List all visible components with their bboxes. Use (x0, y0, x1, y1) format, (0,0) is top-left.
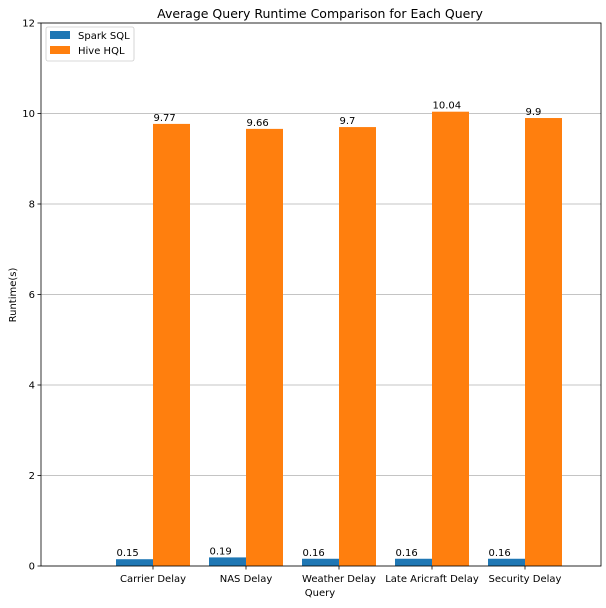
x-tick-label: Weather Delay (302, 574, 376, 585)
x-axis-ticks: Carrier Delay NAS Delay Weather Delay Late … (120, 566, 562, 585)
bar-value-label: 9.66 (247, 118, 269, 129)
x-tick-label: Security Delay (489, 574, 562, 585)
legend-swatch (50, 31, 70, 39)
y-tick-label: 0 (29, 562, 35, 573)
bar-hive-hql (339, 127, 376, 566)
bar-value-label: 0.16 (396, 548, 418, 559)
y-tick-label: 4 (29, 381, 35, 392)
bar-spark-sql (488, 558, 525, 566)
legend-items: Spark SQL Hive HQL (50, 31, 130, 57)
y-tick-label: 2 (29, 471, 35, 482)
bar-value-label: 0.19 (210, 546, 232, 557)
chart-title: Average Query Runtime Comparison for Eac… (157, 6, 483, 21)
y-axis-label: Runtime(s) (8, 268, 19, 323)
legend: Spark SQL Hive HQL (45, 26, 135, 62)
bar-value-label: 10.04 (433, 101, 462, 112)
bar-hive-hql (525, 118, 562, 567)
bar-value-label: 9.9 (526, 107, 542, 118)
bar-hive-hql (432, 111, 469, 566)
bar-spark-sql (302, 558, 339, 566)
y-tick-label: 6 (29, 290, 35, 301)
y-tick-label: 12 (22, 19, 35, 30)
bar-spark-sql (209, 557, 246, 566)
y-axis-ticks: 0 2 4 6 8 10 12 (22, 19, 41, 573)
bar-spark-sql (395, 558, 432, 566)
bar-spark-sql (116, 559, 153, 566)
x-tick-label: NAS Delay (220, 574, 273, 585)
bar-hive-hql (153, 123, 190, 566)
legend-label: Spark SQL (78, 31, 130, 42)
x-tick-label: Carrier Delay (120, 574, 186, 585)
x-tick-label: Late Aricraft Delay (385, 574, 479, 585)
y-tick-label: 10 (22, 109, 35, 120)
bar-value-label: 0.15 (117, 548, 139, 559)
bar-value-label: 0.16 (489, 548, 511, 559)
bar-value-label: 9.77 (154, 113, 176, 124)
bar-hive-hql (246, 128, 283, 566)
legend-label: Hive HQL (78, 46, 125, 57)
data-labels: 0.15 0.19 0.16 0.16 0.16 9.77 9.66 9.7 10.04 9.9 (117, 101, 542, 560)
legend-swatch (50, 46, 70, 54)
bar-value-label: 9.7 (340, 116, 356, 127)
gridlines (41, 22, 601, 567)
bars (116, 111, 562, 567)
bar-value-label: 0.16 (303, 548, 325, 559)
x-axis-label: Query (305, 588, 335, 599)
y-tick-label: 8 (29, 200, 35, 211)
